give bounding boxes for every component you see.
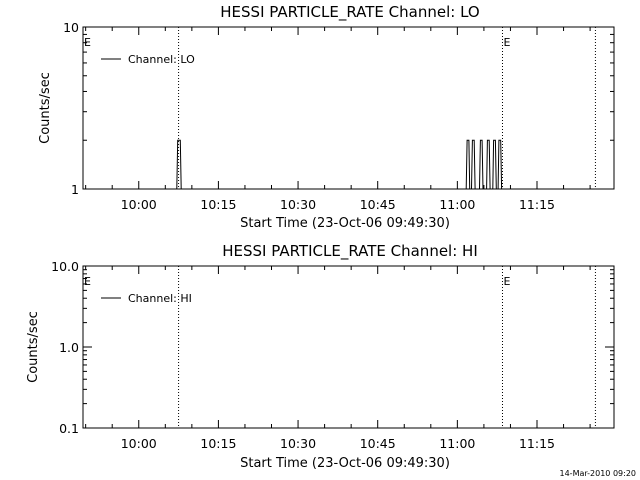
panel-hi-title: HESSI PARTICLE_RATE Channel: HI [222,242,478,261]
x-tick-label: 11:15 [519,197,555,212]
x-tick-label: 10:30 [280,436,316,451]
plot-frame [82,26,615,190]
flag-marker-label: E [84,36,91,49]
x-tick-label: 10:45 [360,436,396,451]
x-tick-label: 11:00 [439,436,475,451]
series-line [176,139,503,190]
x-tick-label: 10:30 [280,197,316,212]
flag-marker-label: E [503,36,510,49]
panel-lo-plot-area: 10:00 10:15 10:30 10:45 11:00 11:15 1 10 E E Chann… [63,20,615,212]
panel-lo-title: HESSI PARTICLE_RATE Channel: LO [220,3,479,22]
x-tick-label: 10:00 [121,197,157,212]
x-tick-label: 10:15 [200,436,236,451]
panel-lo-ylabel: Counts/sec [38,72,53,144]
legend-label: Channel: LO [128,53,195,66]
y-tick-label: 1 [71,182,79,197]
panel-hi: HESSI PARTICLE_RATE Channel: HI Start Ti… [26,242,615,471]
panel-hi-xlabel: Start Time (23-Oct-06 09:49:30) [240,456,450,471]
panel-lo-xlabel: Start Time (23-Oct-06 09:49:30) [240,216,450,231]
panel-hi-plot-area: 10:00 10:15 10:30 10:45 11:00 11:15 0.1 1.0 10.0… [51,259,615,451]
flag-marker-label: E [84,275,91,288]
legend-label: Channel: HI [128,292,192,305]
y-tick-label: 10.0 [51,259,79,274]
flag-marker-label: E [503,275,510,288]
x-tick-label: 10:15 [200,197,236,212]
y-tick-label: 0.1 [59,421,79,436]
x-tick-label: 11:00 [439,197,475,212]
y-tick-label: 1.0 [59,340,79,355]
x-tick-label: 10:00 [121,436,157,451]
panel-lo: HESSI PARTICLE_RATE Channel: LO Start Ti… [38,3,615,231]
x-tick-label: 11:15 [519,436,555,451]
y-tick-label: 10 [63,20,79,35]
x-tick-label: 10:45 [360,197,396,212]
panel-hi-ylabel: Counts/sec [26,311,41,383]
footer-timestamp: 14-Mar-2010 09:20 [560,469,637,478]
